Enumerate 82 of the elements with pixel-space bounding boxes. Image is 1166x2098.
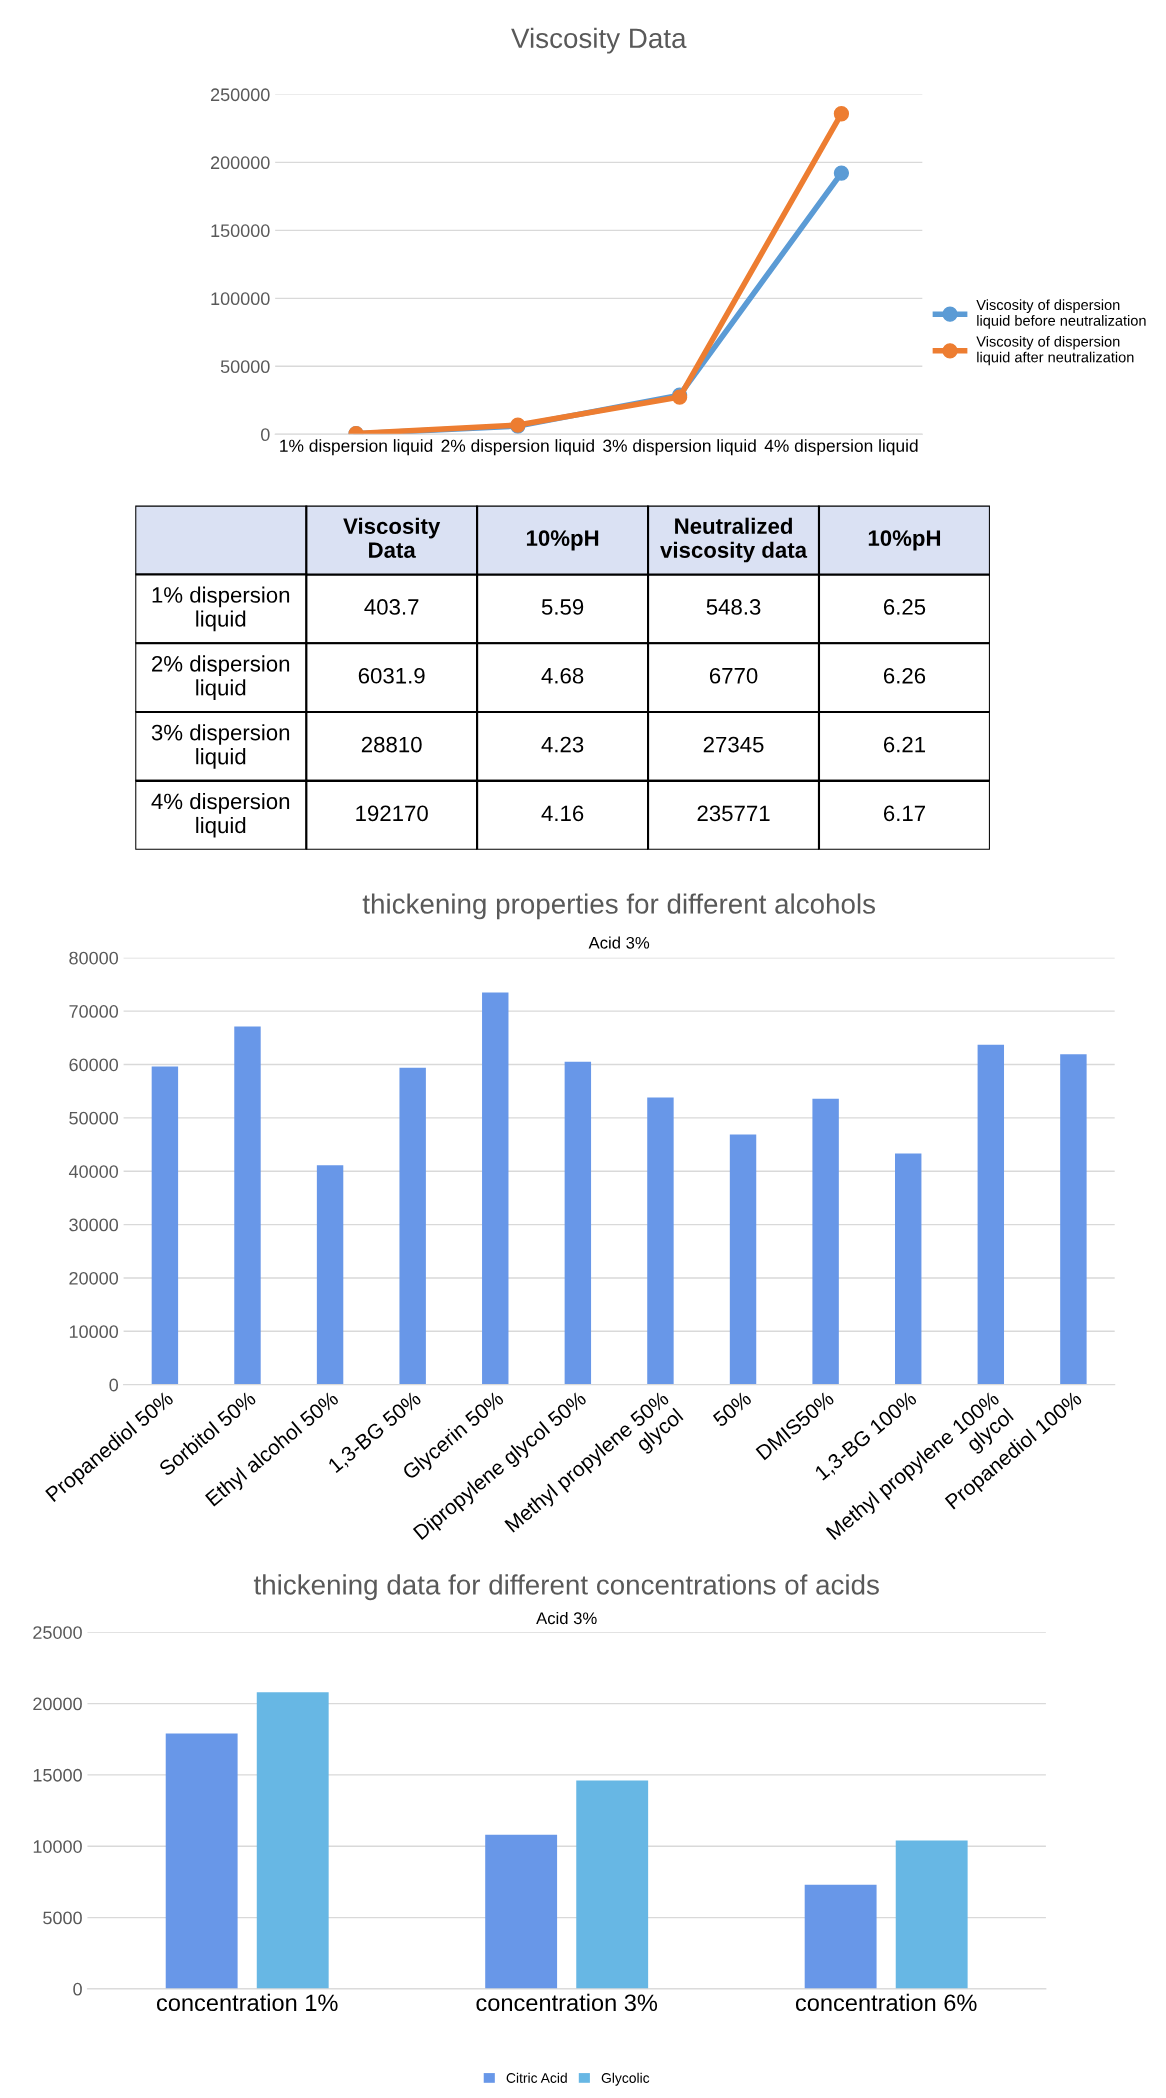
y-tick-label: 0 <box>109 1378 119 1392</box>
x-tick-label: 4% dispersion liquid <box>764 439 918 456</box>
chart-title: thickening data for different concentrations of acids <box>253 1574 879 1601</box>
bar <box>812 1098 839 1385</box>
legend-label: Glycolic <box>601 2072 650 2086</box>
bar <box>151 1066 179 1385</box>
legend-label: Viscosity of dispersion liquid after neutralization <box>976 335 1134 366</box>
y-tick-label: 20000 <box>33 1697 82 1711</box>
y-tick-label: 50000 <box>220 360 270 374</box>
data-label: 6.17 <box>883 805 925 822</box>
bar <box>895 1840 968 1989</box>
data-label: 6770 <box>709 667 758 684</box>
y-tick-label: 30000 <box>69 1218 119 1232</box>
data-label: 4.16 <box>541 805 584 822</box>
bar <box>564 1061 592 1385</box>
x-tick-label: Neutralized viscosity data <box>660 517 808 563</box>
y-tick-label: 2% dispersion liquid <box>152 655 290 700</box>
chart-title: thickening properties for different alcohols <box>362 893 876 920</box>
chart-subtitle: Acid 3% <box>588 936 650 949</box>
data-label: 192170 <box>356 805 428 822</box>
bar <box>895 1153 922 1385</box>
y-tick-label: 15000 <box>33 1768 82 1782</box>
y-tick-label: 60000 <box>69 1058 119 1072</box>
data-label: 235771 <box>697 805 770 822</box>
y-tick-label: 80000 <box>69 951 119 965</box>
data-label: 548.3 <box>706 599 761 615</box>
y-tick-label: 4% dispersion liquid <box>151 792 290 838</box>
y-tick-label: 0 <box>260 428 270 442</box>
x-tick-label: 1% dispersion liquid <box>280 439 433 456</box>
chart-title: Viscosity Data <box>511 27 687 54</box>
y-tick-label: 1% dispersion liquid <box>152 586 290 632</box>
y-tick-label: 70000 <box>69 1005 119 1018</box>
x-tick-label: Viscosity Data <box>343 517 441 558</box>
y-tick-label: 3% dispersion liquid <box>151 724 290 769</box>
legend-label: Viscosity of dispersion liquid before neutralization <box>976 299 1146 329</box>
point <box>833 165 850 181</box>
y-tick-label: 0 <box>73 1982 82 1996</box>
data-label: 6.26 <box>883 667 926 684</box>
bar <box>234 1026 261 1385</box>
x-tick-label: 10%pH <box>526 530 599 551</box>
bar <box>804 1884 877 1989</box>
bar <box>729 1134 757 1385</box>
y-tick-label: 200000 <box>210 156 270 170</box>
data-label: 4.23 <box>541 736 584 753</box>
legend-label: Citric Acid <box>506 2072 567 2083</box>
data-label: 6031.9 <box>358 667 425 684</box>
x-tick-label: 2% dispersion liquid <box>441 439 594 456</box>
bar <box>977 1044 1005 1385</box>
x-tick-label: 3% dispersion liquid <box>603 439 756 456</box>
x-tick-label: concentration 1% <box>156 1993 338 2012</box>
data-label: 27345 <box>703 736 764 753</box>
x-tick-label: 50% <box>712 1390 753 1428</box>
bar <box>482 992 509 1385</box>
y-tick-label: 10000 <box>33 1840 82 1853</box>
data-label: 6.25 <box>883 599 926 615</box>
bar <box>485 1834 558 1989</box>
chart-subtitle: Acid 3% <box>536 1611 597 1625</box>
y-tick-label: 250000 <box>210 88 270 102</box>
data-label: 5.59 <box>541 599 584 615</box>
y-tick-label: 50000 <box>69 1111 119 1125</box>
data-label: 6.21 <box>883 736 926 753</box>
y-tick-label: 100000 <box>211 292 270 306</box>
bar <box>576 1780 649 1989</box>
data-label: 403.7 <box>364 599 419 615</box>
bar <box>399 1067 426 1385</box>
bar <box>316 1165 344 1385</box>
data-label: 4.68 <box>541 667 584 684</box>
data-label: 28810 <box>361 736 422 753</box>
x-tick-label: 10%pH <box>868 530 941 551</box>
point <box>833 106 850 122</box>
bar <box>1060 1054 1087 1385</box>
y-tick-label: 150000 <box>211 224 270 238</box>
bar <box>256 1692 329 1989</box>
y-tick-label: 20000 <box>69 1271 119 1285</box>
bar <box>165 1733 238 1989</box>
y-tick-label: 5000 <box>43 1911 82 1925</box>
x-tick-label: concentration 6% <box>795 1993 977 2012</box>
x-tick-label: concentration 3% <box>476 1993 658 2012</box>
y-tick-label: 25000 <box>33 1626 82 1639</box>
y-tick-label: 40000 <box>68 1165 119 1178</box>
y-tick-label: 10000 <box>69 1325 119 1339</box>
bar <box>647 1097 674 1385</box>
